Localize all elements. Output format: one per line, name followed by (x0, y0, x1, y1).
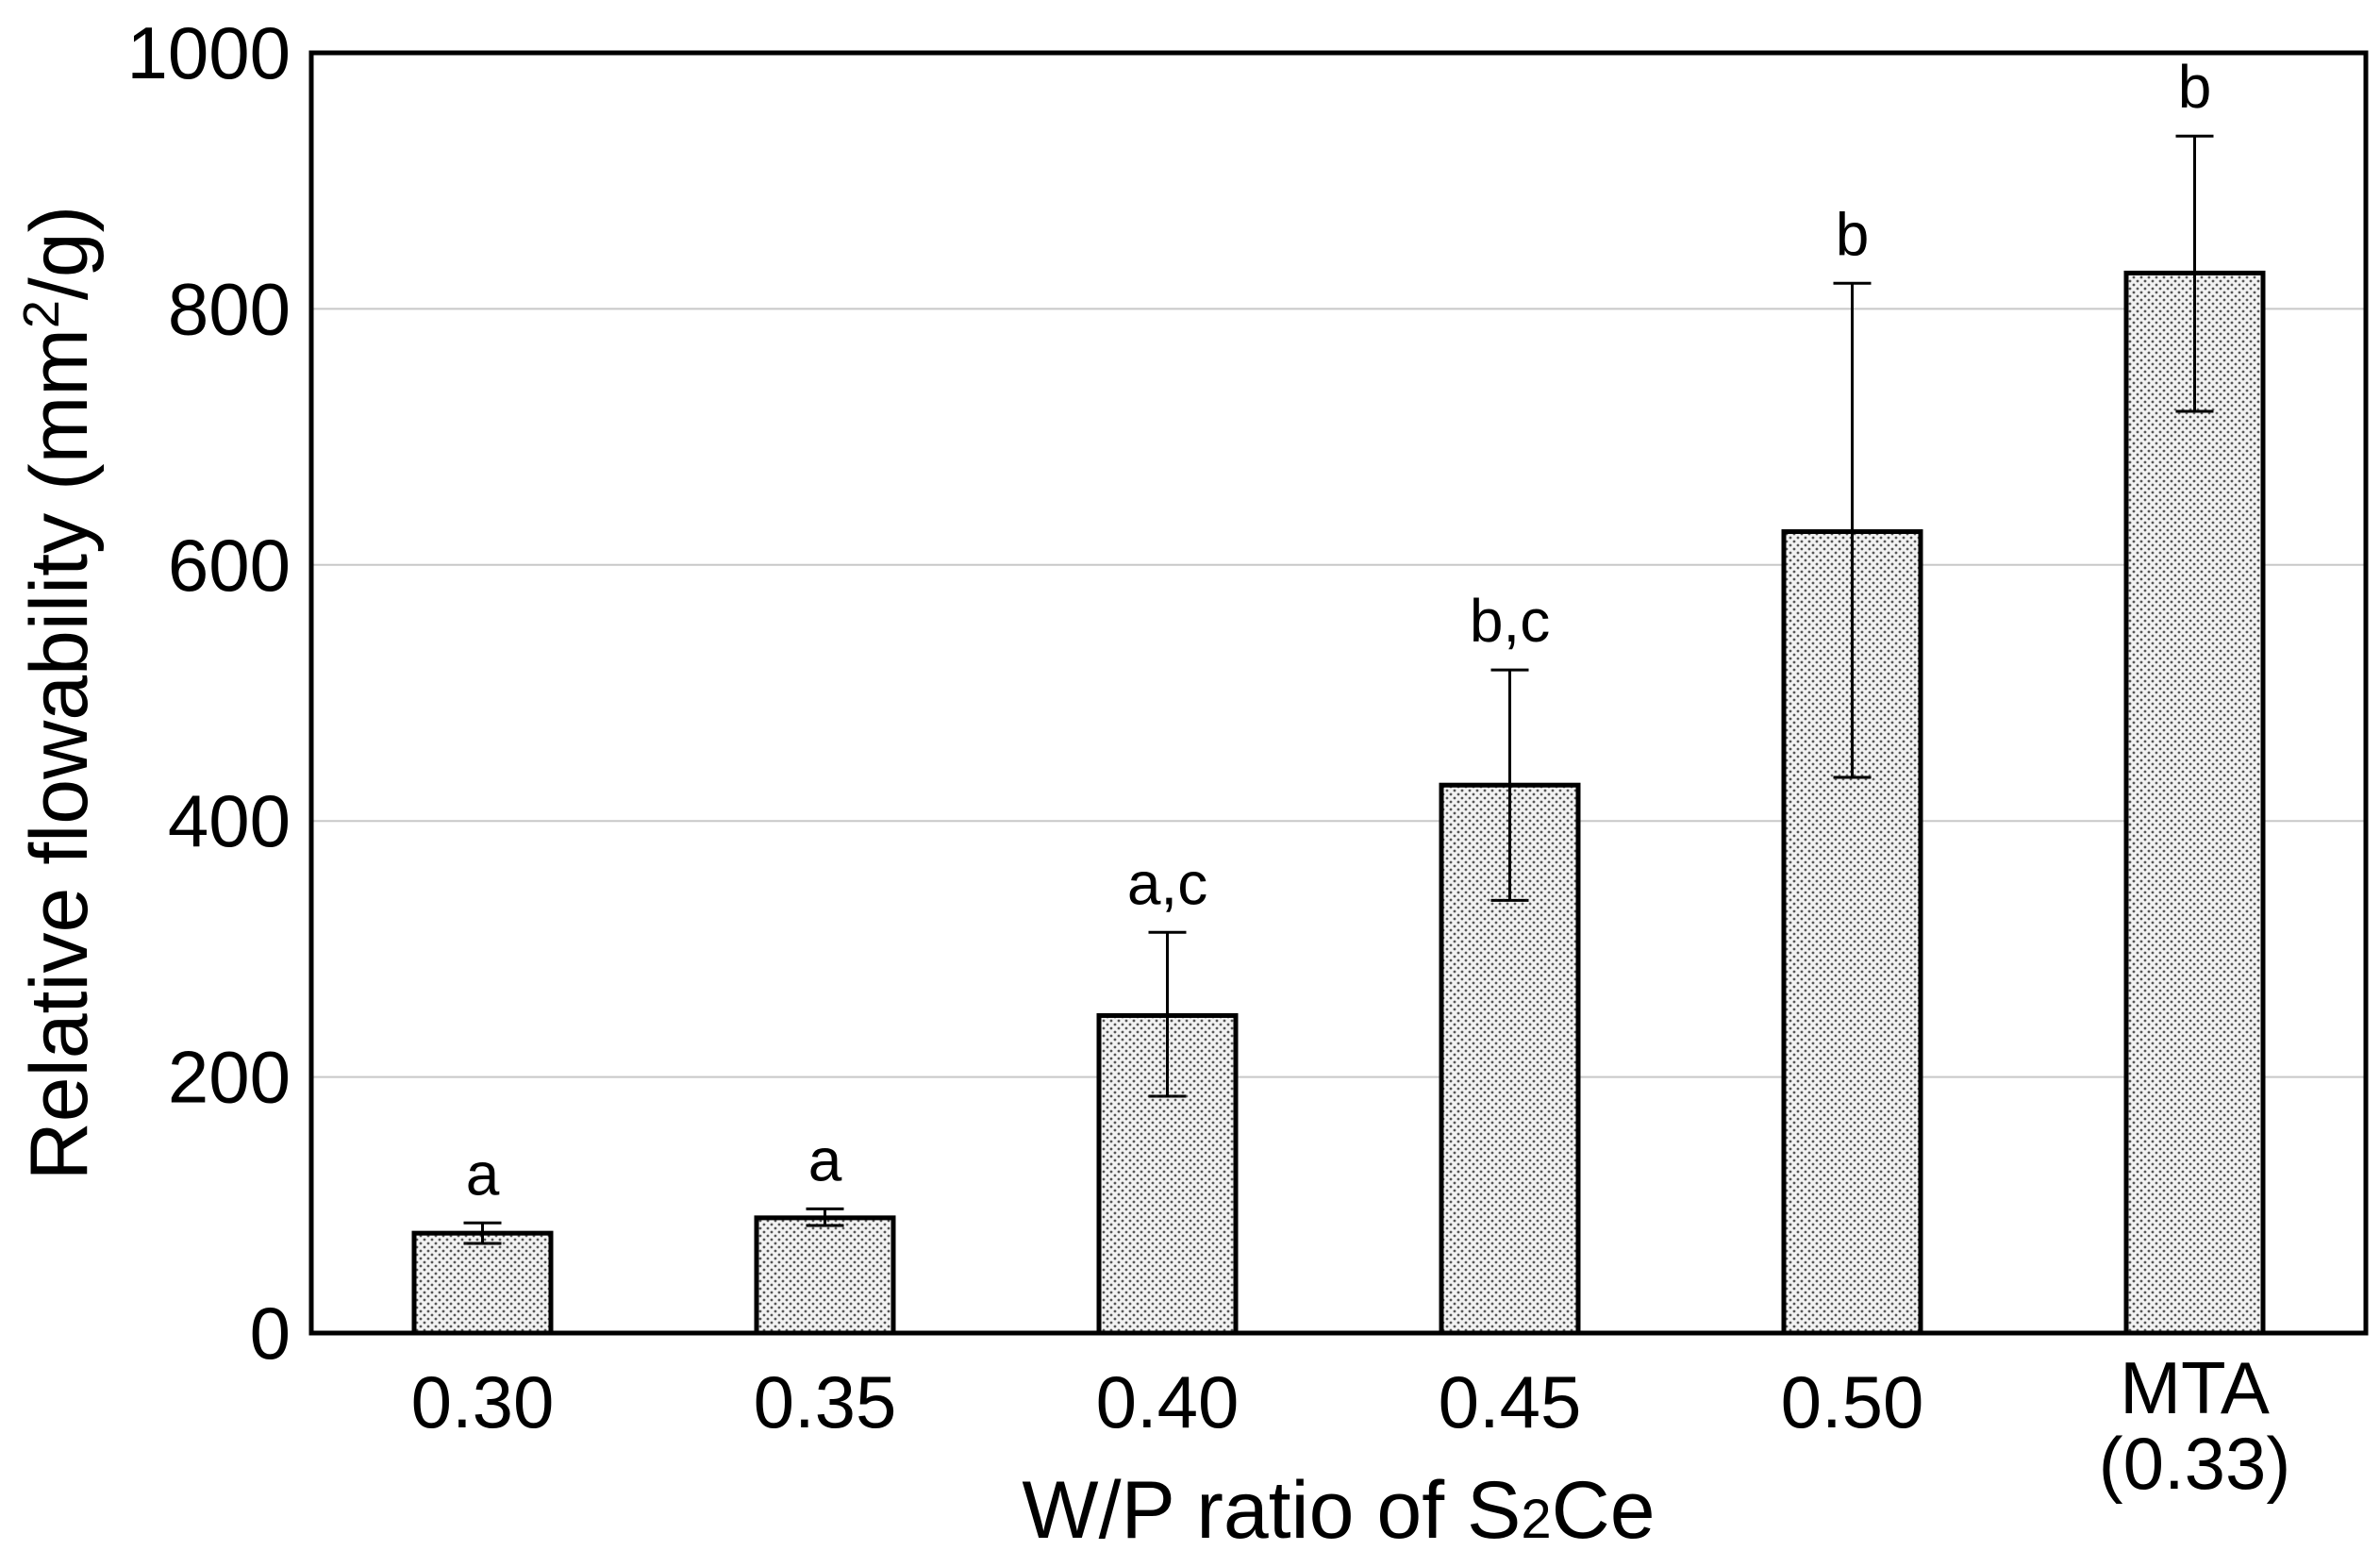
x-tick-label-line2: (0.33) (2099, 1422, 2291, 1505)
plot-frame (308, 50, 2369, 1336)
significance-label: a (808, 1125, 842, 1193)
x-axis-title: W/P ratio of S2Ce (1022, 1465, 1655, 1556)
x-tick-label: MTA (2120, 1346, 2270, 1429)
y-axis-title: Relative flowability (mm2/g) (13, 206, 105, 1181)
bar (2123, 270, 2266, 1336)
y-axis-title-sup: 2 (13, 300, 70, 328)
x-axis-title-sub: 2 (1521, 1489, 1551, 1550)
y-axis-title-main: Relative flowability (mm (14, 328, 105, 1180)
x-axis-title-main: W/P ratio of S (1022, 1465, 1521, 1556)
y-tick-label: 800 (168, 267, 291, 350)
significance-label: b (2178, 53, 2212, 121)
significance-label: b,c (1470, 587, 1550, 655)
x-tick-label: 0.40 (1096, 1360, 1240, 1443)
bar (411, 1230, 554, 1336)
significance-label: a,c (1127, 849, 1207, 917)
x-tick-label: 0.50 (1781, 1360, 1924, 1443)
y-tick-label: 600 (168, 524, 291, 607)
x-tick-label: 0.45 (1439, 1360, 1582, 1443)
y-axis-title-suffix: /g) (14, 206, 105, 300)
significance-label: b (1836, 200, 1870, 268)
x-tick-label: 0.30 (411, 1360, 555, 1443)
y-tick-label: 0 (250, 1292, 291, 1375)
significance-label: a (466, 1140, 500, 1208)
y-tick-label: 200 (168, 1036, 291, 1119)
y-tick-label: 1000 (126, 11, 291, 94)
y-tick-label: 400 (168, 779, 291, 862)
bar (754, 1215, 896, 1336)
x-tick-label: 0.35 (754, 1360, 897, 1443)
x-axis-title-suffix: Ce (1552, 1465, 1656, 1556)
